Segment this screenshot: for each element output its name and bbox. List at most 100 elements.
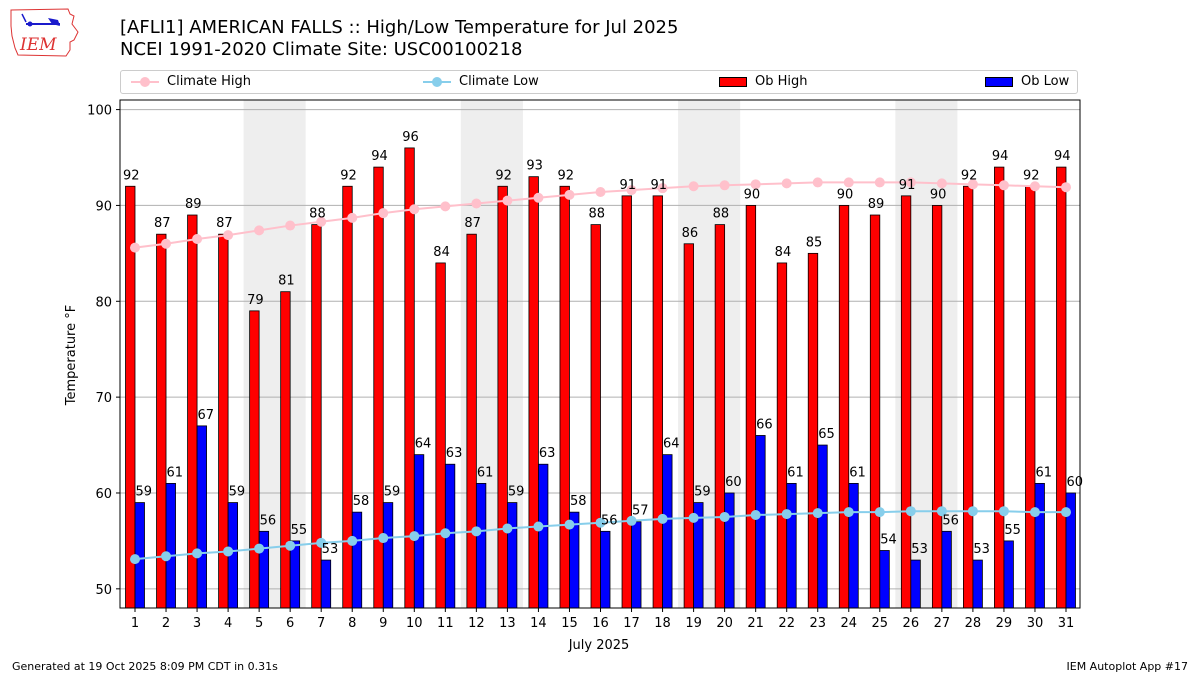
ob-low-label: 59 [229,485,246,500]
ob-high-bar [559,185,570,609]
climate-high-point [688,181,699,192]
climate-high-point [1029,181,1040,192]
legend-item-ob-low: Ob Low [985,74,1069,89]
x-tick-label: 11 [437,616,454,631]
ob-high-label: 92 [123,168,140,183]
x-tick-label: 13 [499,616,516,631]
ob-high-bar [869,214,881,609]
ob-low-label: 53 [973,542,990,557]
ob-low-bar [910,559,921,609]
ob-low-label: 59 [694,485,711,500]
ob-high-label: 86 [682,226,699,241]
ob-high-label: 87 [216,216,233,231]
ob-high-label: 89 [185,197,202,212]
ob-high-swatch [719,76,747,87]
x-tick-label: 29 [996,616,1013,631]
x-tick-label: 6 [286,616,294,631]
climate-low-point [1029,507,1040,518]
y-tick-label: 90 [95,199,112,214]
climate-low-point [657,513,668,524]
climate-low-point [440,528,451,539]
ob-high-bar [466,233,477,609]
ob-low-label: 58 [570,494,587,509]
ob-low-bar [662,454,673,609]
climate-high-point [285,220,296,231]
x-tick-label: 28 [965,616,982,631]
climate-high-point [471,198,482,209]
ob-high-label: 89 [868,197,885,212]
ob-low-bar [1003,540,1014,609]
climate-high-point [936,178,947,189]
ob-low-label: 56 [260,513,277,528]
ob-high-label: 92 [961,168,978,183]
climate-low-point [874,507,885,518]
climate-low-point [595,517,606,528]
x-tick-label: 27 [934,616,951,631]
climate-high-point [564,189,575,200]
legend-label: Ob High [755,74,808,89]
x-axis-label: July 2025 [568,638,630,653]
ob-low-bar [165,482,176,609]
legend-label: Ob Low [1021,74,1070,89]
x-tick-label: 15 [561,616,578,631]
climate-low-point [347,535,358,546]
climate-low-point [905,506,916,517]
climate-low-point [564,519,575,530]
climate-low-point [316,537,327,548]
x-tick-label: 9 [379,616,387,631]
y-axis-label: Temperature °F [64,305,79,406]
ob-high-bar [435,262,446,609]
legend-item-climate-high: Climate High [131,74,251,89]
ob-high-label: 92 [557,168,574,183]
x-tick-label: 7 [317,616,325,631]
ob-high-label: 88 [588,207,605,222]
ob-high-bar [683,243,694,609]
ob-low-bar [972,559,983,609]
ob-high-bar [776,262,788,609]
ob-low-label: 61 [849,465,866,480]
ob-high-bar [590,224,601,609]
ob-high-label: 88 [309,207,326,222]
x-tick-label: 20 [716,616,733,631]
legend-label: Climate Low [459,74,539,89]
chart-title: [AFLI1] AMERICAN FALLS :: High/Low Tempe… [120,17,678,61]
climate-low-point [409,531,420,542]
ob-low-label: 64 [663,437,680,452]
ob-high-label: 93 [526,159,543,174]
ob-high-label: 90 [930,187,947,202]
ob-low-label: 61 [1035,465,1052,480]
climate-high-point [533,192,544,203]
climate-high-point [130,242,140,253]
x-tick-label: 12 [468,616,485,631]
ob-low-label: 61 [787,465,804,480]
x-tick-label: 21 [747,616,764,631]
climate-low-point [626,515,637,526]
climate-high-point [719,180,730,191]
iem-logo: IEM [8,6,80,58]
ob-low-bar [538,463,549,609]
ob-low-label: 67 [198,408,215,423]
climate-low-point [750,510,761,521]
x-tick-label: 16 [592,616,609,631]
x-tick-label: 4 [224,616,232,631]
climate-low-point [161,551,172,562]
ob-high-label: 81 [278,274,295,289]
ob-high-bar [528,176,539,609]
legend-item-climate-low: Climate Low [423,74,539,89]
x-tick-label: 19 [685,616,702,631]
app-credit: IEM Autoplot App #17 [1066,660,1189,673]
ob-low-label: 59 [508,485,525,500]
x-tick-label: 17 [623,616,640,631]
ob-low-bar [382,502,394,609]
ob-high-label: 94 [1054,149,1071,164]
ob-low-bar [320,559,332,609]
legend-label: Climate High [167,74,252,89]
ob-high-bar [807,252,819,609]
ob-low-label: 55 [291,523,308,538]
climate-high-point [998,180,1009,191]
x-tick-label: 2 [162,616,170,631]
climate-high-point [781,178,792,189]
climate-high-point [192,233,203,244]
climate-high-point [750,179,761,190]
climate-low-point [130,554,140,565]
